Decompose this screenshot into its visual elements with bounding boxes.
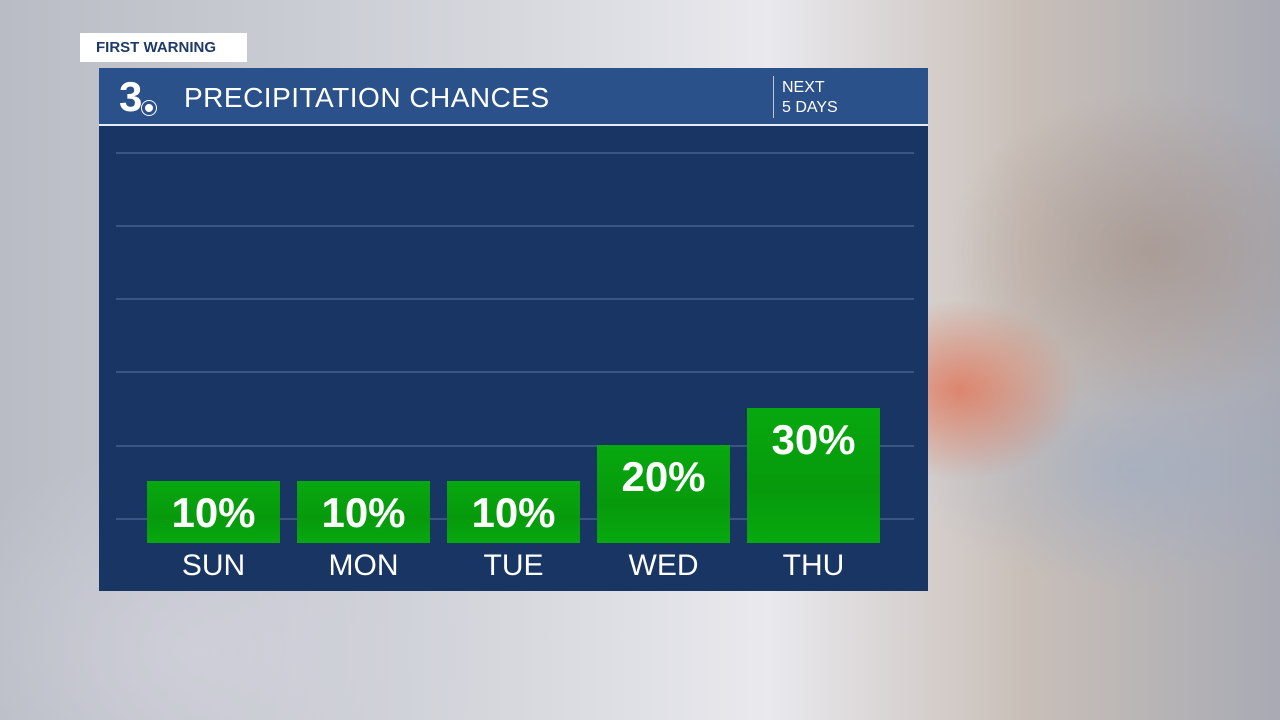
bar-sun: 10% xyxy=(147,481,280,543)
header-divider xyxy=(773,76,774,118)
bar-wed: 20% xyxy=(597,444,730,543)
data-label: 30% xyxy=(771,416,856,463)
chart-panel: 3 PRECIPITATION CHANCES NEXT 5 DAYS 10% SU… xyxy=(99,68,928,591)
gridline xyxy=(116,298,914,300)
data-label: 20% xyxy=(621,452,706,500)
gridline xyxy=(116,445,914,447)
chart-title: PRECIPITATION CHANCES xyxy=(184,82,550,113)
day-label: THU xyxy=(782,549,845,582)
data-label: 10% xyxy=(321,489,406,536)
cbs-eye-icon xyxy=(142,101,156,115)
first-warning-tag: FIRST WARNING xyxy=(80,33,247,62)
chart-header: 3 PRECIPITATION CHANCES NEXT 5 DAYS xyxy=(99,68,928,126)
day-label: MON xyxy=(328,549,399,582)
bar-mon: 10% xyxy=(297,481,430,543)
station-logo: 3 xyxy=(119,73,143,120)
gridline xyxy=(116,225,914,227)
data-label: 10% xyxy=(171,489,256,536)
bar-tue: 10% xyxy=(447,481,580,543)
day-label: TUE xyxy=(483,549,544,582)
day-label: WED xyxy=(628,549,699,582)
bar-thu: 30% xyxy=(747,408,880,543)
period-label: NEXT 5 DAYS xyxy=(782,78,838,118)
period-line-1: NEXT xyxy=(782,79,825,96)
gridline xyxy=(116,152,914,154)
day-label: SUN xyxy=(181,549,246,582)
period-line-2: 5 DAYS xyxy=(782,99,838,116)
data-label: 10% xyxy=(471,489,556,536)
gridline xyxy=(116,371,914,373)
